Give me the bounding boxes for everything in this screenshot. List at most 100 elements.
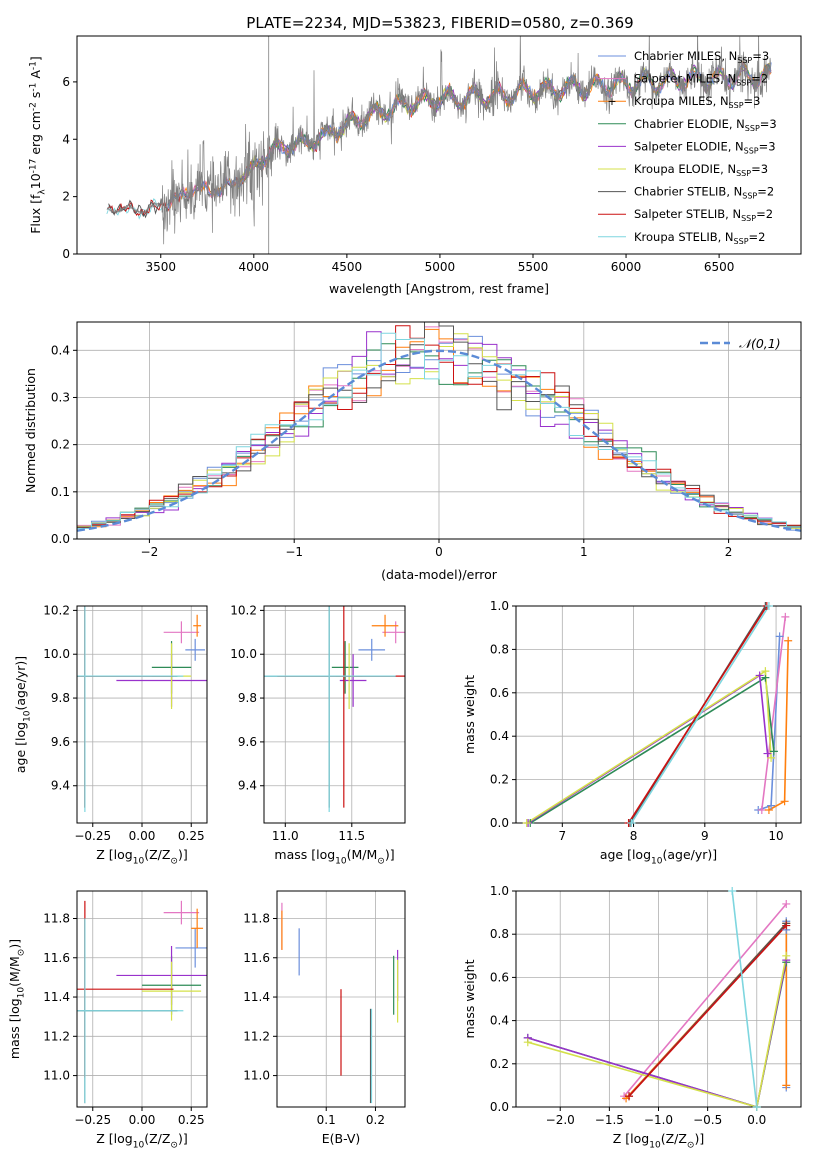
x-axis-label: mass [log10(M/M⊙)]	[274, 847, 394, 866]
legend-subscript: SSP	[736, 79, 751, 88]
tick-label-y: 1.0	[490, 599, 509, 613]
legend-series-name: Kroupa ELODIE, N	[634, 162, 736, 176]
label-segment: 𝒩(0,1)	[739, 336, 781, 351]
weight-marker-kroupa-stelib	[752, 1103, 761, 1111]
tick-label-y: 0.0	[490, 1100, 509, 1114]
weight-line-salpeter-miles	[623, 903, 787, 1097]
tick-label-y: 0.8	[490, 927, 509, 941]
x-axis-label: Z [log10(Z/Z⊙)]	[96, 847, 187, 866]
tick-label-y: 9.4	[51, 779, 70, 793]
tick-label-y: 0.6	[490, 686, 509, 700]
weight-marker-salpeter-elodie	[755, 671, 764, 680]
panel-residuals: −2 −1 0 1 2 0.0 0.1 0.2 0.3 0.4 (data-model)/error…	[23, 321, 802, 582]
weight-marker-kroupa-elodie	[767, 753, 776, 762]
weight-line-salpeter-miles	[761, 616, 787, 811]
weight-marker-salpeter-miles	[782, 899, 791, 908]
axes-frame	[515, 605, 802, 824]
tick-label-y: 9.8	[238, 691, 257, 705]
label-segment: age [log	[13, 722, 28, 773]
residual-histogram-salpeter-stelib	[77, 325, 801, 539]
legend-label: Salpeter MILES, NSSP=2	[634, 72, 768, 88]
legend-label: Kroupa MILES, NSSP=3	[634, 94, 760, 110]
label-segment: (M/M	[7, 956, 22, 987]
y-axis-label: Flux [fλ10-17 erg cm-2 s-1 A-1]	[28, 56, 47, 234]
legend-subscript: SSP	[744, 146, 759, 155]
tick-label-y: 11.4	[243, 990, 270, 1004]
weight-line-salpeter-elodie	[527, 959, 788, 1107]
tick-label-x: −1	[285, 545, 303, 559]
tick-label-y: 0.3	[51, 390, 70, 404]
tick-label-y: 11.6	[43, 951, 70, 965]
label-segment: 10	[133, 856, 145, 866]
tick-label-y: 9.8	[51, 691, 70, 705]
weight-marker-kroupa-elodie	[522, 819, 531, 827]
plot-area-weight-vs-age	[526, 606, 789, 823]
tick-label-x: 9	[701, 829, 709, 843]
tick-label-y: 0.1	[51, 485, 70, 499]
weight-marker-kroupa-elodie	[761, 667, 770, 676]
label-segment: (data-model)/error	[381, 567, 498, 582]
label-segment: (Z/Z	[661, 1131, 687, 1146]
label-segment: ⊙	[377, 856, 385, 866]
weight-marker-chabrier-miles	[775, 632, 784, 641]
axes-frame	[263, 605, 406, 824]
legend-subscript: SSP	[745, 124, 760, 133]
tick-label-x: 5500	[518, 260, 549, 274]
weight-marker-kroupa-miles	[764, 805, 773, 814]
legend-series-name: Chabrier MILES, N	[634, 49, 737, 63]
tick-label-y: 6	[62, 75, 70, 89]
observed-spectrum	[106, 36, 772, 245]
tick-label-y: 0	[62, 247, 70, 261]
tick-label-x: −2.0	[546, 1113, 575, 1127]
plot-area-residuals	[77, 322, 801, 539]
tick-label-x: 4500	[332, 260, 363, 274]
tick-label-y: 0.4	[51, 343, 70, 357]
tick-label-y: 2	[62, 190, 70, 204]
legend-nssp: =3	[752, 49, 769, 63]
legend-series-name: Chabrier ELODIE, N	[634, 117, 745, 131]
plot-area-age-vs-mass	[264, 606, 405, 813]
y-axis-label: mass weight	[462, 675, 477, 754]
label-segment: Flux [f	[28, 194, 43, 234]
axes-frame	[76, 35, 802, 255]
label-segment: Normed distribution	[23, 368, 38, 493]
label-segment: Z [log	[96, 1131, 132, 1146]
weight-line-kroupa-stelib	[731, 891, 758, 1107]
label-segment: λ	[37, 189, 47, 195]
panel-age-vs-mass: 11.0 11.5 9.4 9.6 9.8 10.0 10.2 mass [log10(M/M…	[230, 603, 406, 866]
tick-label-y: 0.8	[490, 642, 509, 656]
legend-nssp: =3	[760, 117, 777, 131]
tick-label-x: 0.25	[178, 1113, 205, 1127]
y-axis-label: mass [log10(M/M⊙)]	[7, 939, 26, 1059]
tick-label-x: 3500	[145, 260, 176, 274]
normal-curve	[77, 349, 801, 532]
label-segment: )]	[694, 1131, 704, 1146]
label-segment: 10	[649, 1140, 661, 1150]
panel-mass-vs-ebv: 0.1 0.2 11.0 11.2 11.4 11.6 11.8 E(B-V)	[243, 890, 406, 1146]
x-axis-label: (data-model)/error	[381, 567, 498, 582]
tick-label-x: −0.25	[74, 829, 111, 843]
label-segment: 10	[335, 856, 347, 866]
plot-area-age-vs-Z	[77, 606, 207, 813]
tick-label-x: 0	[435, 545, 443, 559]
legend-label: Chabrier MILES, NSSP=3	[634, 49, 769, 65]
legend-series-name: Salpeter ELODIE, N	[634, 139, 744, 153]
weight-marker-kroupa-miles	[780, 797, 789, 806]
tick-label-x: 11.5	[338, 829, 365, 843]
tick-label-x: 5000	[425, 260, 456, 274]
axes-frame	[276, 890, 406, 1108]
tick-label-x: −1.0	[644, 1113, 673, 1127]
legend-subscript: SSP	[742, 192, 757, 201]
label-segment: (age/yr)]	[13, 656, 28, 711]
y-axis-label: Normed distribution	[23, 368, 38, 493]
label-segment: -1	[29, 61, 39, 70]
weight-line-kroupa-elodie	[527, 955, 788, 1107]
legend-nssp: =3	[759, 139, 776, 153]
legend-nssp: =2	[749, 230, 766, 244]
plot-area-spectrum	[106, 36, 772, 254]
label-segment: (age/yr)]	[662, 847, 717, 862]
weight-line-salpeter-elodie	[527, 674, 769, 823]
